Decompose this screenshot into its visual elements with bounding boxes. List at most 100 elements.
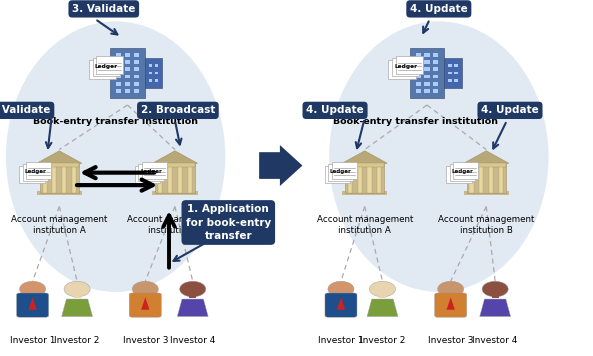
Polygon shape bbox=[28, 297, 37, 310]
Bar bbox=[125, 89, 130, 93]
Polygon shape bbox=[464, 151, 509, 163]
Polygon shape bbox=[152, 151, 197, 163]
Bar bbox=[125, 53, 130, 57]
FancyBboxPatch shape bbox=[23, 164, 48, 181]
FancyBboxPatch shape bbox=[17, 293, 49, 317]
Bar bbox=[467, 163, 506, 193]
Bar bbox=[433, 68, 438, 72]
Bar bbox=[416, 68, 421, 72]
Bar bbox=[470, 166, 474, 193]
Circle shape bbox=[64, 281, 90, 297]
Text: 4. Update: 4. Update bbox=[481, 105, 539, 115]
Bar bbox=[72, 166, 76, 193]
Bar bbox=[155, 72, 158, 74]
Bar bbox=[52, 166, 56, 193]
Bar bbox=[416, 82, 421, 85]
Bar bbox=[368, 166, 372, 193]
Circle shape bbox=[482, 281, 508, 297]
FancyBboxPatch shape bbox=[392, 58, 419, 76]
Ellipse shape bbox=[329, 21, 549, 292]
Bar bbox=[133, 82, 139, 85]
Bar bbox=[342, 192, 387, 195]
Ellipse shape bbox=[6, 21, 225, 292]
Bar bbox=[116, 61, 122, 64]
Text: 3. Validate: 3. Validate bbox=[72, 4, 135, 14]
Text: Account management
institution A: Account management institution A bbox=[11, 215, 107, 235]
FancyBboxPatch shape bbox=[447, 166, 471, 183]
Text: 3. Validate: 3. Validate bbox=[0, 105, 50, 115]
Circle shape bbox=[180, 281, 206, 297]
FancyBboxPatch shape bbox=[135, 166, 160, 183]
Bar bbox=[425, 61, 429, 64]
Bar bbox=[158, 166, 162, 193]
Text: Ledger: Ledger bbox=[330, 169, 352, 174]
Bar bbox=[43, 166, 47, 193]
FancyBboxPatch shape bbox=[138, 164, 164, 181]
Bar bbox=[433, 89, 438, 93]
FancyBboxPatch shape bbox=[89, 60, 116, 79]
Bar bbox=[125, 61, 130, 64]
Bar bbox=[155, 64, 158, 67]
Bar bbox=[133, 89, 139, 93]
Text: Book-entry transfer institution: Book-entry transfer institution bbox=[33, 117, 198, 126]
FancyBboxPatch shape bbox=[331, 162, 357, 179]
Bar bbox=[454, 64, 458, 67]
Polygon shape bbox=[447, 297, 455, 310]
Text: Investor 1: Investor 1 bbox=[318, 336, 364, 345]
Polygon shape bbox=[367, 299, 398, 316]
Polygon shape bbox=[480, 299, 511, 316]
Bar bbox=[464, 192, 509, 195]
Bar bbox=[40, 163, 79, 193]
Bar bbox=[152, 192, 197, 195]
Text: 4. Update: 4. Update bbox=[410, 4, 468, 14]
Polygon shape bbox=[62, 299, 93, 316]
Text: Investor 3: Investor 3 bbox=[428, 336, 473, 345]
Bar bbox=[345, 163, 384, 193]
Bar bbox=[416, 61, 421, 64]
Bar bbox=[155, 79, 158, 82]
FancyBboxPatch shape bbox=[96, 56, 123, 74]
Text: Ledger: Ledger bbox=[451, 169, 473, 174]
Bar bbox=[448, 79, 452, 82]
Bar bbox=[379, 293, 386, 298]
Bar bbox=[433, 82, 438, 85]
Bar bbox=[416, 74, 421, 78]
Bar bbox=[189, 293, 196, 298]
Bar bbox=[133, 61, 139, 64]
Text: 2. Broadcast: 2. Broadcast bbox=[141, 105, 215, 115]
Bar bbox=[425, 53, 429, 57]
Polygon shape bbox=[37, 151, 82, 163]
Bar bbox=[133, 53, 139, 57]
Bar bbox=[142, 293, 149, 298]
Text: Ledger: Ledger bbox=[140, 169, 162, 174]
Text: Investor 3: Investor 3 bbox=[123, 336, 168, 345]
Text: Book-entry transfer institution: Book-entry transfer institution bbox=[333, 117, 498, 126]
Bar bbox=[125, 74, 130, 78]
Bar bbox=[433, 53, 438, 57]
Polygon shape bbox=[177, 299, 208, 316]
Bar bbox=[116, 68, 122, 72]
Bar bbox=[416, 53, 421, 57]
FancyBboxPatch shape bbox=[325, 293, 357, 317]
Text: 1. Application
for book-entry
transfer: 1. Application for book-entry transfer bbox=[186, 204, 271, 241]
Bar bbox=[454, 79, 458, 82]
Bar bbox=[37, 192, 82, 195]
Bar bbox=[40, 163, 79, 167]
Bar bbox=[125, 68, 130, 72]
FancyArrow shape bbox=[259, 145, 302, 186]
Bar bbox=[489, 166, 493, 193]
Text: Investor 2: Investor 2 bbox=[360, 336, 405, 345]
Text: Investor 4: Investor 4 bbox=[170, 336, 215, 345]
FancyBboxPatch shape bbox=[328, 164, 353, 181]
Bar bbox=[377, 166, 381, 193]
Text: Account management
institution B: Account management institution B bbox=[127, 215, 223, 235]
Bar bbox=[116, 82, 122, 85]
Bar bbox=[168, 166, 172, 193]
Bar bbox=[425, 89, 429, 93]
Bar bbox=[410, 48, 444, 98]
FancyBboxPatch shape bbox=[142, 162, 167, 179]
FancyBboxPatch shape bbox=[396, 56, 423, 74]
Circle shape bbox=[20, 281, 46, 297]
Bar bbox=[447, 293, 454, 298]
Bar bbox=[492, 293, 499, 298]
